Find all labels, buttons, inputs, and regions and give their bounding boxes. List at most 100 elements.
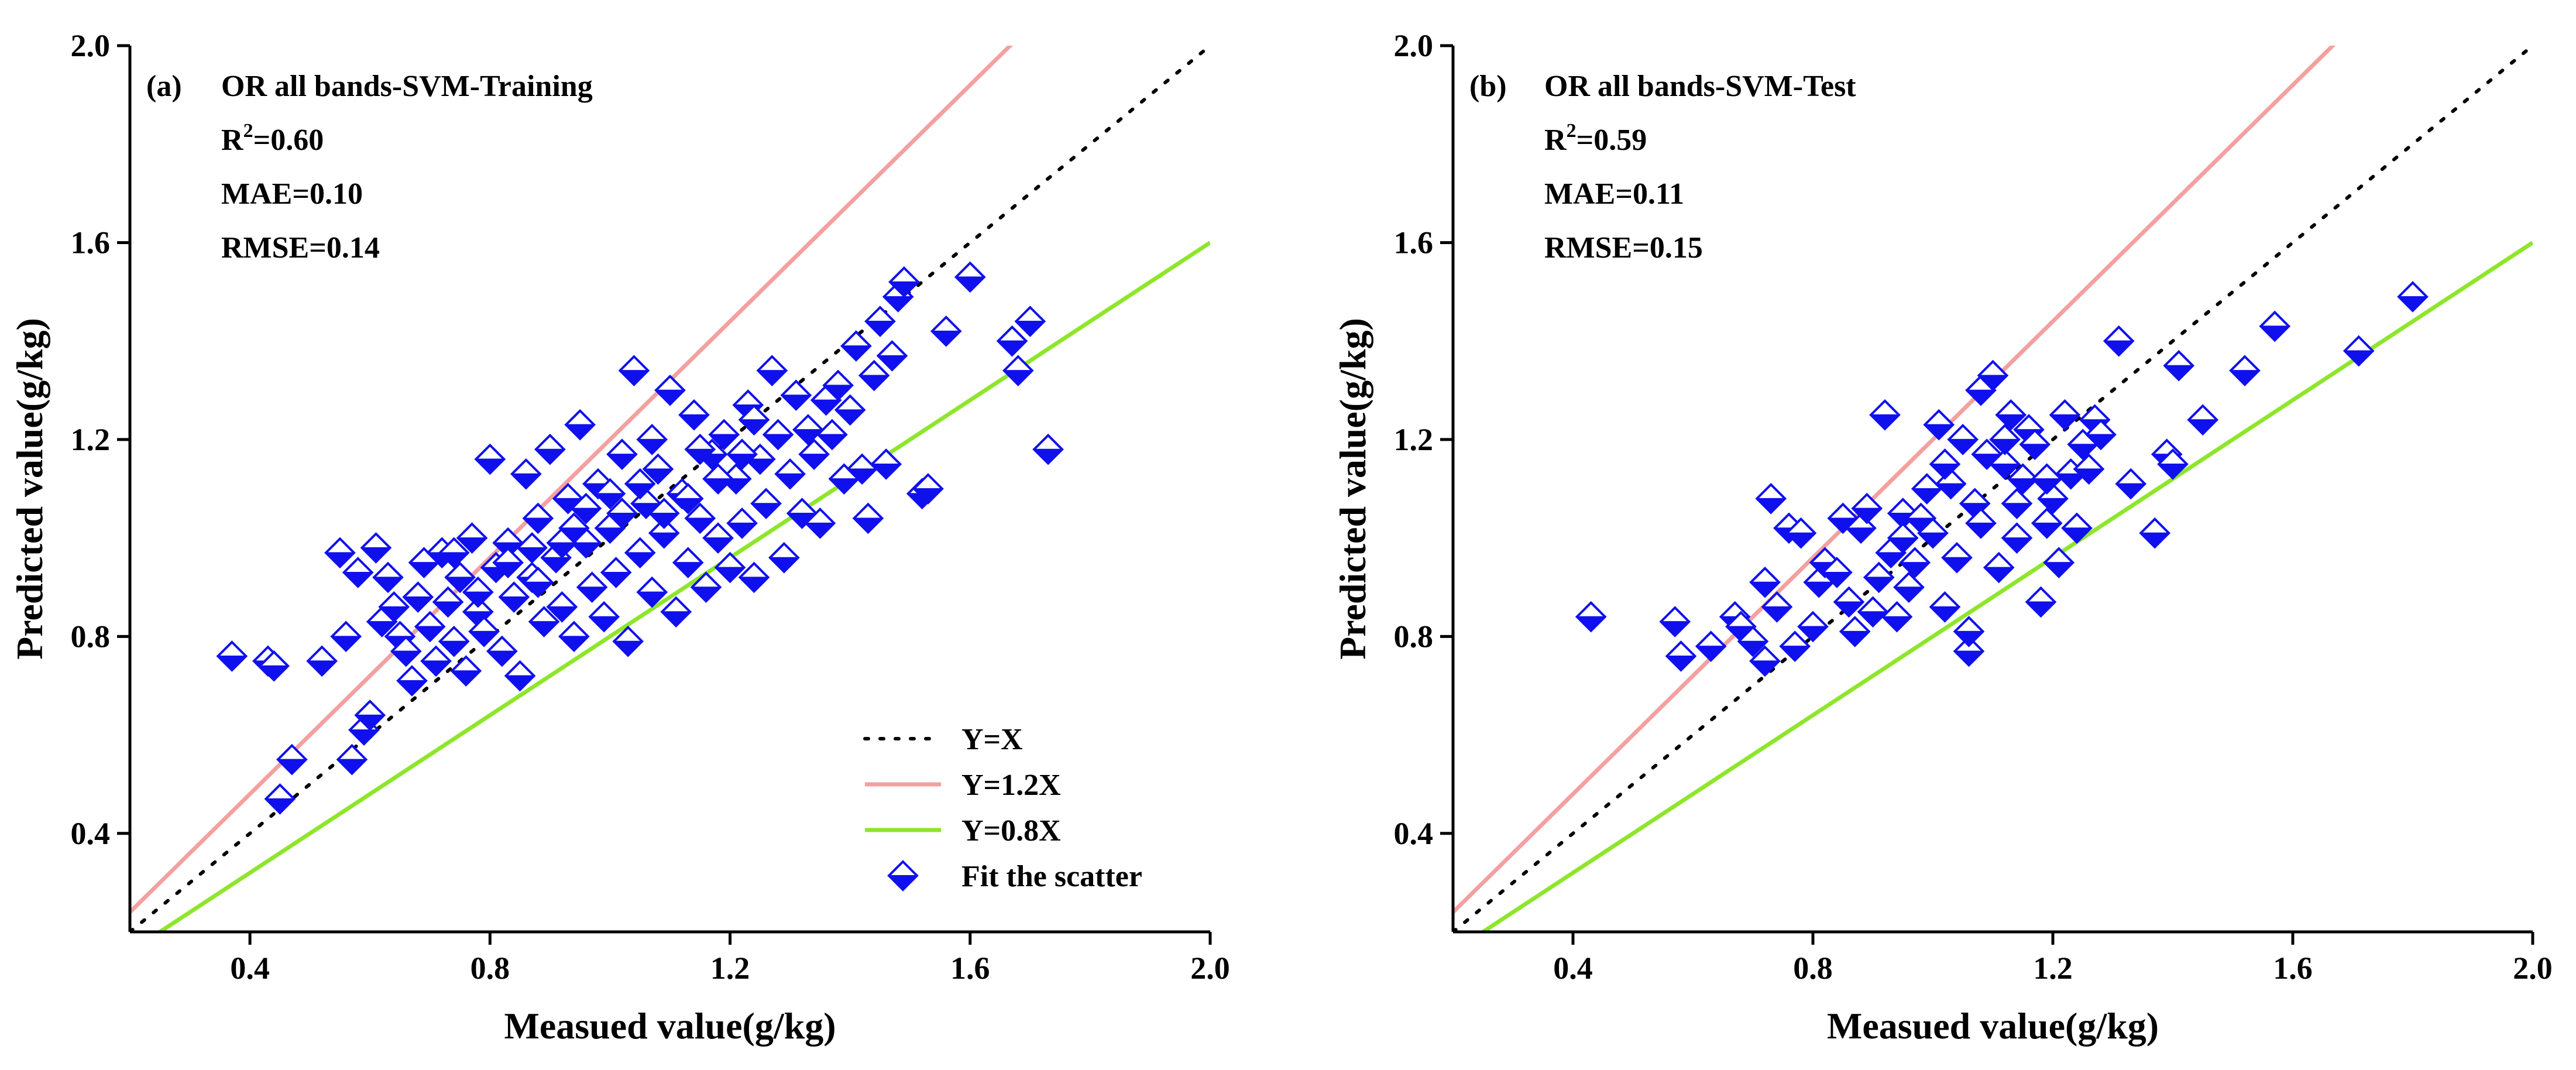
scatter-point bbox=[504, 660, 536, 692]
scatter-point bbox=[1749, 645, 1781, 677]
scatter-point bbox=[330, 620, 362, 653]
legend: Y=X Y=1.2X Y=0.8X Fit the scatter bbox=[863, 723, 1142, 893]
scatter-point bbox=[2043, 547, 2075, 578]
rmse-stat: RMSE=0.14 bbox=[221, 231, 380, 265]
scatter-point bbox=[1002, 355, 1034, 386]
reference-line-y-x bbox=[1453, 46, 2533, 932]
scatter-point bbox=[588, 601, 620, 633]
scatter-point bbox=[306, 645, 338, 677]
scatter-point bbox=[396, 665, 428, 697]
scatter-point bbox=[492, 547, 524, 578]
scatter-point bbox=[762, 419, 794, 451]
scatter-point bbox=[2163, 349, 2195, 382]
scatter-point bbox=[2103, 325, 2135, 357]
panel-label: (a) bbox=[146, 70, 182, 103]
r2-superscript: 2 bbox=[1567, 120, 1576, 142]
scatter-point bbox=[624, 468, 656, 500]
y-tick-label: 0.4 bbox=[1394, 816, 1434, 851]
scatter-point bbox=[576, 571, 608, 603]
scatter-point bbox=[258, 650, 290, 682]
scatter-point bbox=[2019, 428, 2051, 461]
scatter-point bbox=[390, 635, 422, 667]
scatter-point bbox=[1695, 630, 1727, 662]
scatter-point bbox=[594, 478, 626, 510]
x-tick-label: 1.6 bbox=[950, 951, 990, 986]
scatter-point bbox=[600, 557, 632, 588]
scatter-point bbox=[534, 433, 566, 465]
scatter-point bbox=[684, 502, 716, 534]
scatter-point bbox=[1851, 492, 1883, 524]
scatter-point bbox=[546, 591, 578, 623]
scatter-point bbox=[726, 438, 758, 470]
scatter-point bbox=[528, 606, 560, 637]
scatter-point bbox=[738, 404, 770, 436]
scatter-point bbox=[1911, 473, 1943, 505]
scatter-point bbox=[1881, 601, 1913, 633]
scatter-point bbox=[1839, 616, 1871, 647]
scatter-point bbox=[1893, 571, 1925, 603]
scatter-point bbox=[522, 566, 554, 598]
scatter-point bbox=[606, 438, 638, 470]
panel-a-training-chart: 0.4 0.8 1.2 1.6 2.0 0.4 0.8 1.2 1.6 2.0 Measued va… bbox=[9, 28, 1230, 1047]
scatter-point bbox=[1929, 591, 1961, 623]
scatter-point bbox=[930, 315, 962, 347]
scatter-point bbox=[690, 571, 722, 603]
scatter-point bbox=[2031, 507, 2063, 539]
scatter-point bbox=[2157, 448, 2189, 480]
r2-value: =0.60 bbox=[253, 124, 324, 157]
scatter-point bbox=[624, 537, 656, 569]
scatter-point bbox=[570, 492, 602, 524]
x-tick-label: 0.8 bbox=[1793, 951, 1833, 986]
scatter-point bbox=[432, 586, 464, 618]
panel-b-test-chart: 0.4 0.8 1.2 1.6 2.0 0.4 0.8 1.2 1.6 2.0 Measued va… bbox=[1332, 28, 2553, 1047]
scatter-point bbox=[852, 502, 884, 534]
scatter-point bbox=[1833, 586, 1865, 618]
scatter-point bbox=[798, 438, 830, 470]
y-tick-label: 0.8 bbox=[1394, 619, 1434, 654]
x-tick-label: 0.8 bbox=[470, 951, 510, 986]
scatter-point bbox=[2007, 463, 2039, 495]
scatter-point bbox=[276, 743, 308, 776]
scatter-point bbox=[780, 379, 812, 411]
rmse-stat: RMSE=0.15 bbox=[1544, 231, 1703, 265]
y-tick-label: 1.6 bbox=[1394, 225, 1434, 260]
r2-stat: R2=0.59 bbox=[1544, 120, 1647, 157]
scatter-point bbox=[1755, 482, 1787, 515]
scatter-point bbox=[1947, 424, 1979, 455]
scatter-point bbox=[636, 424, 668, 455]
scatter-point bbox=[792, 414, 824, 445]
scatter-point bbox=[648, 498, 680, 529]
scatter-point bbox=[660, 596, 692, 628]
r2-stat: R2=0.60 bbox=[221, 120, 324, 157]
scatter-point bbox=[678, 399, 710, 431]
scatter-point bbox=[618, 355, 650, 386]
y-axis-title: Predicted value(g/kg) bbox=[1332, 318, 1373, 660]
scatter-point bbox=[2085, 419, 2117, 451]
scatter-point bbox=[816, 419, 848, 451]
scatter-point bbox=[2073, 453, 2105, 485]
scatter-point bbox=[858, 359, 890, 392]
r2-prefix: R bbox=[1544, 124, 1567, 157]
scatter-point bbox=[438, 537, 470, 569]
scatter-point bbox=[216, 640, 248, 672]
y-tick-label: 1.2 bbox=[71, 422, 111, 457]
scatter-point bbox=[2139, 517, 2171, 549]
scatter-point bbox=[498, 581, 530, 613]
scatter-point bbox=[522, 502, 554, 534]
chart-title: OR all bands-SVM-Test bbox=[1544, 70, 1856, 103]
x-tick-label: 1.2 bbox=[710, 951, 750, 986]
x-tick-label: 0.4 bbox=[1553, 951, 1593, 986]
scatter-point bbox=[702, 522, 734, 554]
scatter-point bbox=[1737, 625, 1769, 657]
scatter-point bbox=[1749, 566, 1781, 598]
x-axis-title: Measued value(g/kg) bbox=[1827, 1005, 2159, 1047]
scatter-point bbox=[822, 369, 854, 402]
legend-entry: Y=1.2X bbox=[865, 769, 1061, 802]
y-tick-label: 0.4 bbox=[71, 816, 111, 851]
y-tick-label: 1.2 bbox=[1394, 422, 1434, 457]
scatter-point bbox=[474, 443, 506, 475]
scatter-points bbox=[1575, 281, 2429, 677]
x-axis-title: Measued value(g/kg) bbox=[504, 1005, 836, 1047]
scatter-point bbox=[1665, 640, 1697, 672]
scatter-point bbox=[438, 625, 470, 657]
